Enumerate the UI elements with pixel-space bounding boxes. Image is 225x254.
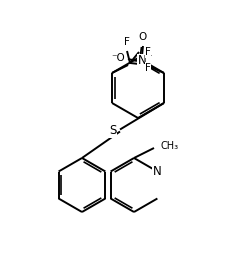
Text: F: F [144,47,150,57]
Text: +: + [144,52,151,60]
Text: O: O [138,32,146,42]
Text: F: F [144,63,150,73]
Text: S: S [109,124,116,137]
Text: CH₃: CH₃ [160,141,178,151]
Text: N: N [152,165,161,178]
Text: N: N [137,55,146,68]
Text: ⁻O: ⁻O [111,53,124,63]
Text: F: F [124,37,129,47]
